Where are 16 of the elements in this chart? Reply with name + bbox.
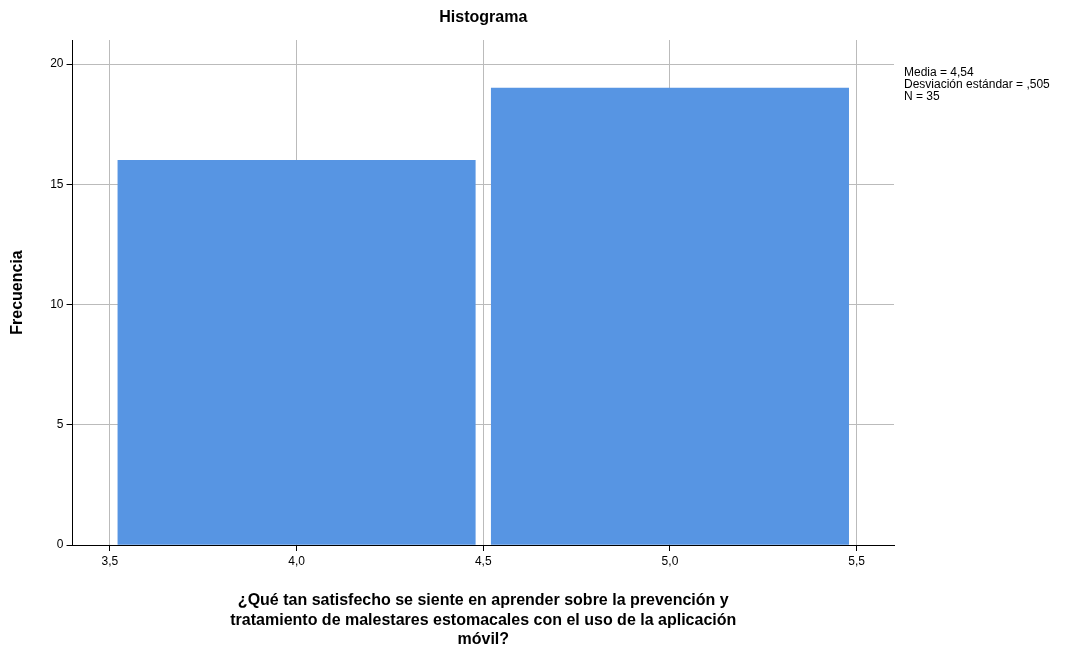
y-tick-label: 0 xyxy=(56,537,64,552)
y-tick-label: 5 xyxy=(56,417,64,432)
y-tick-label: 15 xyxy=(50,176,64,191)
x-tick-label: 4,0 xyxy=(288,553,306,568)
chart-title: Histograma xyxy=(439,8,528,26)
x-tick-label: 4,5 xyxy=(474,553,492,568)
x-tick-label: 5,5 xyxy=(848,553,866,568)
text: Media = 4,54 xyxy=(904,65,975,80)
text: N = 35 xyxy=(904,89,941,104)
y-tick-label: 20 xyxy=(50,56,64,71)
x-tick-label: 3,5 xyxy=(101,553,119,568)
y-axis-title: Frecuencia xyxy=(8,250,26,335)
y-tick-label: 10 xyxy=(50,296,64,311)
x-tick-label: 5,0 xyxy=(661,553,679,568)
text: Desviación estándar = ,505 xyxy=(904,77,1051,92)
x-axis-title: ¿Qué tan satisfecho se siente en aprender sobre la prevención y tratamiento de malestares estomacales con el uso de la aplicación móvil? xyxy=(230,591,737,647)
